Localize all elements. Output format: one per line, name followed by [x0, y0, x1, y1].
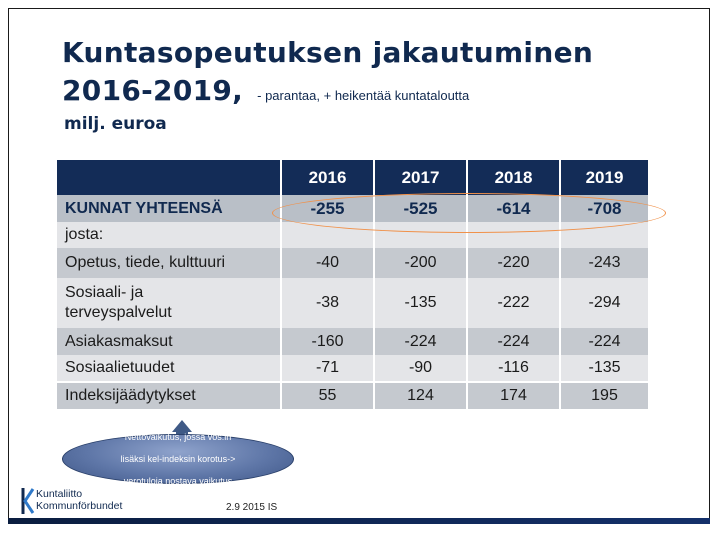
year-header: 2019 [559, 160, 648, 195]
year-header: 2018 [466, 160, 560, 195]
row-label: Asiakasmaksut [57, 328, 281, 355]
note-line: Nettovaikutus, jossa vos:in [124, 431, 232, 442]
title-line1: Kuntasopeutuksen jakautuminen [62, 36, 594, 69]
cell-value: -224 [559, 328, 648, 355]
highlight-oval [272, 193, 666, 233]
cell-value: -40 [280, 248, 374, 278]
cell-value: 195 [559, 381, 648, 409]
table-row: Sosiaalietuudet -71 -90 -116 -135 [57, 355, 648, 382]
cell-value: 124 [373, 381, 467, 409]
row-label-line: terveyspalvelut [65, 304, 172, 321]
cell-value: -243 [559, 248, 648, 278]
row-label: Opetus, tiede, kulttuuri [57, 248, 281, 278]
title-subtitle: - parantaa, + heikentää kuntataloutta [257, 88, 470, 103]
table-row: Asiakasmaksut -160 -224 -224 -224 [57, 328, 648, 355]
cell-value: -160 [280, 328, 374, 355]
logo-line: Kuntaliitto [36, 488, 83, 500]
cell-value: -135 [559, 355, 648, 382]
table-row: Opetus, tiede, kulttuuri -40 -200 -220 -… [57, 248, 648, 278]
note-line: verotuloja nostava vaikutus [123, 475, 233, 486]
cell-value: -71 [280, 355, 374, 382]
header-blank-cell [57, 160, 281, 195]
cell-value: -224 [373, 328, 467, 355]
cell-value: -222 [466, 278, 560, 328]
note-ellipse: Nettovaikutus, jossa vos:in lisäksi kel-… [62, 432, 294, 487]
kuntaliitto-logo: Kuntaliitto Kommunförbundet [20, 486, 150, 518]
unit-label: milj. euroa [64, 114, 167, 134]
slide-title: Kuntasopeutuksen jakautuminen 2016-2019,… [62, 34, 593, 115]
year-header: 2017 [373, 160, 467, 195]
data-table: 2016 2017 2018 2019 KUNNAT YHTEENSÄ -255… [57, 160, 648, 409]
kuntaliitto-logo-icon [21, 488, 35, 514]
cell-value: -294 [559, 278, 648, 328]
note-line: lisäksi kel-indeksin korotus-> [120, 453, 236, 464]
logo-text: Kuntaliitto Kommunförbundet [36, 488, 122, 512]
cell-value: -200 [373, 248, 467, 278]
cell-value: -90 [373, 355, 467, 382]
table-row: Indeksijäädytykset 55 124 174 195 [57, 381, 648, 409]
cell-value: 174 [466, 381, 560, 409]
row-label: Sosiaali- ja terveyspalvelut [57, 278, 281, 328]
row-label: Indeksijäädytykset [57, 381, 281, 409]
year-header: 2016 [280, 160, 374, 195]
header-row: 2016 2017 2018 2019 [57, 160, 648, 195]
cell-value: -38 [280, 278, 374, 328]
bottom-bar [8, 518, 710, 524]
table-row: Sosiaali- ja terveyspalvelut -38 -135 -22… [57, 278, 648, 328]
up-arrow-icon [172, 420, 192, 432]
cell-value: -224 [466, 328, 560, 355]
note-text: Nettovaikutus, jossa vos:in lisäksi kel-… [93, 432, 263, 487]
title-line2: 2016-2019, [62, 74, 244, 107]
cell-value: -116 [466, 355, 560, 382]
slide-date: 2.9 2015 IS [226, 502, 278, 513]
logo-line: Kommunförbundet [36, 500, 123, 512]
row-label: KUNNAT YHTEENSÄ [57, 195, 281, 222]
cell-value: 55 [280, 381, 374, 409]
row-label: josta: [57, 222, 281, 248]
row-label: Sosiaalietuudet [57, 355, 281, 382]
cell-value: -220 [466, 248, 560, 278]
cell-value: -135 [373, 278, 467, 328]
row-label-line: Sosiaali- ja [65, 284, 144, 301]
